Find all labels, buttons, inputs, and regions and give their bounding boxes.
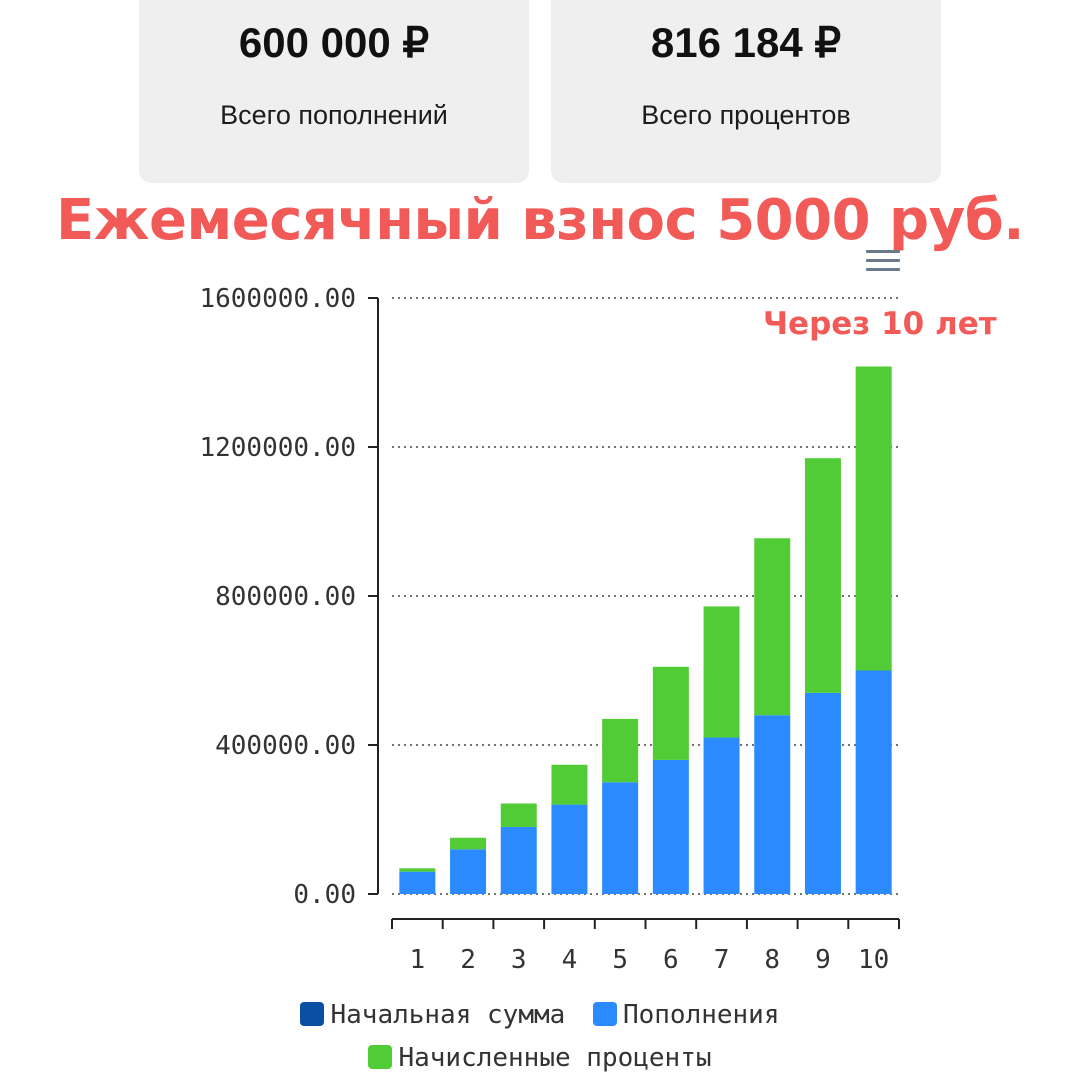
- bar-interest: [703, 606, 740, 738]
- x-tick-label: 5: [612, 945, 628, 975]
- bar-deposits: [652, 759, 689, 894]
- y-tick-label: 400000.00: [215, 731, 356, 761]
- total-deposits-card: 600 000 ₽ Всего пополнений: [139, 0, 529, 183]
- bar-deposits: [703, 737, 740, 894]
- x-tick-label: 7: [714, 945, 730, 975]
- x-tick-label: 1: [410, 945, 426, 975]
- x-tick-label: 4: [562, 945, 578, 975]
- legend-swatch-initial: [300, 1002, 325, 1026]
- bar-deposits: [399, 871, 436, 894]
- chart: 0.00 400000.00 800000.00 1200000.00 1600000.…: [199, 284, 900, 975]
- bar-deposits: [551, 804, 588, 894]
- legend-item-interest[interactable]: Начисленные проценты: [368, 1043, 712, 1073]
- total-interest-amount: 816 184 ₽: [650, 19, 842, 66]
- legend-item-initial[interactable]: Начальная сумма: [300, 1000, 565, 1030]
- legend-item-deposits[interactable]: Пополнения: [592, 1000, 780, 1030]
- total-deposits-amount: 600 000 ₽: [238, 19, 430, 66]
- total-deposits-caption: Всего пополнений: [220, 100, 448, 130]
- bar-interest: [804, 458, 841, 693]
- bar-interest: [652, 666, 689, 760]
- legend-row-2: Начисленные проценты: [0, 1043, 1080, 1073]
- x-tick-label: 3: [511, 945, 527, 975]
- y-tick-label: 800000.00: [215, 582, 356, 612]
- legend-row-1: Начальная сумма Пополнения: [0, 1000, 1080, 1030]
- x-tick-label: 9: [815, 945, 831, 975]
- x-tick-label: 8: [764, 945, 780, 975]
- x-tick-label: 6: [663, 945, 679, 975]
- bar-deposits: [500, 826, 537, 894]
- x-tick-label: 10: [858, 945, 889, 975]
- legend-label-deposits: Пополнения: [622, 1000, 780, 1030]
- bar-deposits: [855, 670, 892, 894]
- bar-deposits: [754, 715, 791, 894]
- bar-interest: [399, 868, 436, 872]
- bar-interest: [500, 803, 537, 827]
- y-tick-label: 0.00: [293, 880, 356, 910]
- bar-deposits: [804, 692, 841, 894]
- y-tick-label: 1200000.00: [199, 433, 356, 463]
- legend-swatch-deposits: [592, 1002, 617, 1026]
- headline: Ежемесячный взнос 5000 руб.: [55, 188, 1025, 253]
- bar-interest: [602, 718, 639, 783]
- total-interest-card: 816 184 ₽ Всего процентов: [551, 0, 941, 183]
- total-interest-caption: Всего процентов: [641, 100, 851, 130]
- legend-label-interest: Начисленные проценты: [398, 1043, 712, 1073]
- bar-interest: [855, 366, 892, 671]
- legend-swatch-interest: [368, 1045, 393, 1069]
- x-tick-label: 2: [460, 945, 476, 975]
- period-note: Через 10 лет: [763, 306, 997, 342]
- legend-label-initial: Начальная сумма: [330, 1000, 566, 1030]
- bar-interest: [551, 764, 588, 805]
- y-tick-label: 1600000.00: [199, 284, 356, 314]
- menu-icon[interactable]: [866, 250, 900, 274]
- bar-deposits: [450, 849, 487, 894]
- bar-interest: [450, 837, 487, 850]
- bar-deposits: [602, 782, 639, 894]
- bar-interest: [754, 538, 791, 716]
